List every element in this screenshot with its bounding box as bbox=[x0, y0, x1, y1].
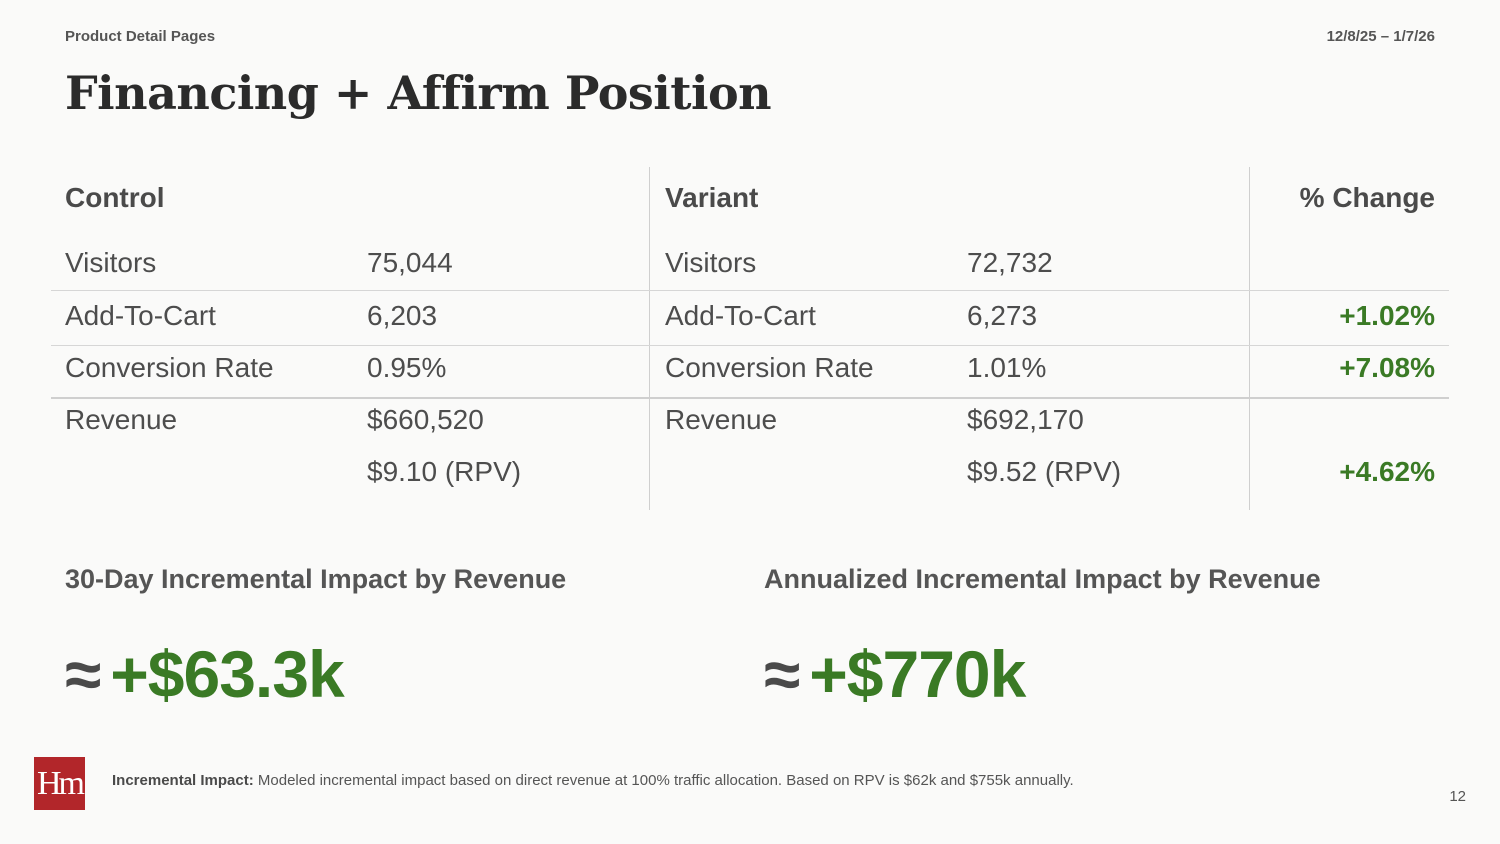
variant-row-value: 6,273 bbox=[967, 300, 1038, 331]
control-rpv-value: $9.10 (RPV) bbox=[367, 456, 522, 487]
variant-row-value: 1.01% bbox=[967, 352, 1047, 383]
variant-row-label: Visitors bbox=[665, 247, 757, 278]
date-range: 12/8/25 – 1/7/26 bbox=[1326, 28, 1435, 45]
variant-rpv-value: $9.52 (RPV) bbox=[967, 456, 1122, 487]
footnote-label: Incremental Impact: bbox=[112, 772, 254, 789]
footnote-text: Modeled incremental impact based on dire… bbox=[253, 772, 1074, 789]
control-row-value: 75,044 bbox=[367, 247, 453, 278]
control-header: Control bbox=[65, 182, 165, 213]
variant-row-label: Revenue bbox=[665, 404, 778, 435]
row-divider bbox=[51, 397, 1449, 399]
change-value: +4.62% bbox=[1339, 456, 1435, 487]
impact-30day-title: 30-Day Incremental Impact by Revenue bbox=[65, 564, 567, 594]
variant-row-label: Conversion Rate bbox=[665, 352, 874, 383]
page-number: 12 bbox=[1449, 788, 1466, 805]
change-header: % Change bbox=[1299, 182, 1435, 213]
footnote: Incremental Impact: Modeled incremental … bbox=[112, 772, 1074, 789]
change-value: +1.02% bbox=[1339, 300, 1435, 331]
control-row-label: Revenue bbox=[65, 404, 178, 435]
approx-symbol: ≈ bbox=[65, 637, 101, 711]
control-row-label: Conversion Rate bbox=[65, 352, 274, 383]
variant-header: Variant bbox=[665, 182, 759, 213]
control-row-label: Add-To-Cart bbox=[65, 300, 216, 331]
approx-symbol: ≈ bbox=[764, 637, 800, 711]
control-row-label: Visitors bbox=[65, 247, 157, 278]
row-divider bbox=[51, 345, 1449, 346]
page-title: Financing + Affirm Position bbox=[65, 66, 772, 120]
row-divider bbox=[51, 290, 1449, 291]
control-row-value: 6,203 bbox=[367, 300, 438, 331]
impact-annual-title: Annualized Incremental Impact by Revenue bbox=[764, 564, 1321, 594]
section-label: Product Detail Pages bbox=[65, 28, 216, 45]
change-value: +7.08% bbox=[1339, 352, 1435, 383]
control-row-value: $660,520 bbox=[367, 404, 484, 435]
comparison-table: Control Variant % Change Visitors 75,044… bbox=[51, 167, 1449, 510]
control-row-value: 0.95% bbox=[367, 352, 447, 383]
impact-annual-amount: +$770k bbox=[809, 637, 1026, 711]
column-divider bbox=[1249, 167, 1250, 510]
impact-30day-amount: +$63.3k bbox=[110, 637, 344, 711]
impact-30day-value: ≈ +$63.3k bbox=[65, 636, 345, 712]
column-divider bbox=[649, 167, 650, 510]
variant-row-label: Add-To-Cart bbox=[665, 300, 816, 331]
company-logo: Hm bbox=[34, 757, 85, 810]
impact-annual-value: ≈ +$770k bbox=[764, 636, 1026, 712]
variant-row-value: 72,732 bbox=[967, 247, 1053, 278]
variant-row-value: $692,170 bbox=[967, 404, 1084, 435]
